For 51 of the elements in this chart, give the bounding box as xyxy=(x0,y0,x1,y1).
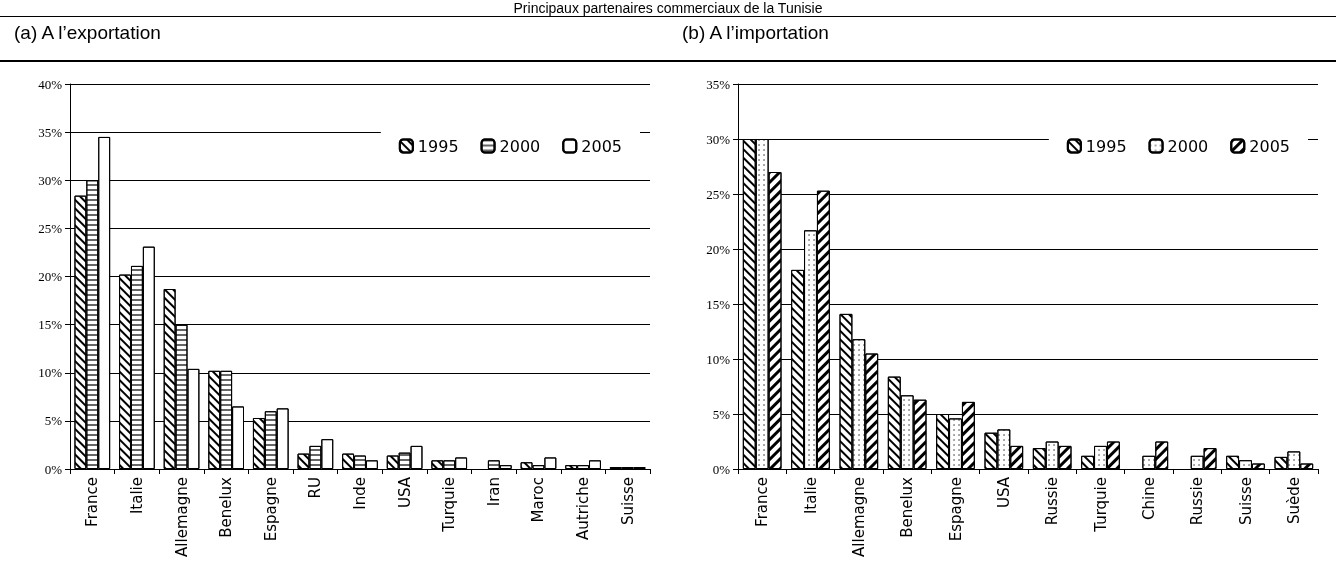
y-tick-label: 30% xyxy=(706,131,731,147)
y-tick-label: 10% xyxy=(706,351,731,367)
x-tick-label: Inde xyxy=(351,477,369,510)
x-tick-label: Maroc xyxy=(529,477,548,523)
x-tick-label: Benelux xyxy=(217,476,236,538)
x-tick-label: Italie xyxy=(127,477,146,515)
x-tick-label: Italie xyxy=(801,477,820,515)
x-tick-label: USA xyxy=(994,476,1013,509)
legend-label: 2000 xyxy=(499,136,541,156)
x-tick-label: Russie xyxy=(1043,477,1062,526)
y-tick-label: 15% xyxy=(38,317,63,333)
legend-label: 2005 xyxy=(1249,136,1290,156)
chart-title: Principaux partenaires commerciaux de la Tunisie xyxy=(512,0,824,16)
y-tick-label: 35% xyxy=(38,124,63,140)
x-tick-label: Espagne xyxy=(946,477,965,542)
y-tick-label: 30% xyxy=(38,172,63,188)
y-tick-label: 35% xyxy=(706,76,731,92)
x-tick-label: Chine xyxy=(1139,477,1158,520)
legend-label: 1995 xyxy=(1085,136,1127,156)
y-tick-label: 15% xyxy=(706,296,731,312)
y-tick-label: 10% xyxy=(38,365,63,381)
x-tick-label: Iran xyxy=(484,477,503,507)
y-tick-label: 40% xyxy=(38,76,63,92)
legend-label: 2005 xyxy=(581,136,622,156)
y-tick-label: 20% xyxy=(38,269,63,284)
legend-label: 2000 xyxy=(1167,136,1209,156)
x-tick-label: Suisse xyxy=(618,477,637,526)
x-tick-label: Espagne xyxy=(261,477,280,542)
chart-subtitle: (a) A l’exportation xyxy=(14,22,161,44)
chart-subtitle: (b) A l’importation xyxy=(682,22,829,44)
x-tick-label: Turquie xyxy=(1091,477,1110,533)
x-tick-label: Benelux xyxy=(898,476,917,538)
x-tick-label: Suède xyxy=(1284,477,1303,525)
legend-label: 1995 xyxy=(417,136,459,156)
x-tick-label: USA xyxy=(395,476,414,509)
x-tick-label: Allemagne xyxy=(172,477,191,557)
x-tick-label: Allemagne xyxy=(849,477,868,557)
y-tick-label: 5% xyxy=(712,406,731,422)
x-tick-label: Autriche xyxy=(574,477,593,540)
x-tick-label: Suisse xyxy=(1236,477,1255,526)
x-tick-label: France xyxy=(83,477,102,527)
x-tick-label: France xyxy=(753,477,772,527)
y-tick-label: 5% xyxy=(44,413,63,429)
x-tick-label: RU xyxy=(306,477,325,499)
y-tick-label: 20% xyxy=(706,241,731,257)
y-tick-label: 0% xyxy=(712,461,731,477)
y-tick-label: 25% xyxy=(706,186,731,202)
x-tick-label: Turquie xyxy=(440,477,459,533)
y-tick-label: 0% xyxy=(44,461,63,477)
x-tick-label: Russie xyxy=(1188,477,1207,526)
y-tick-label: 25% xyxy=(38,220,63,236)
